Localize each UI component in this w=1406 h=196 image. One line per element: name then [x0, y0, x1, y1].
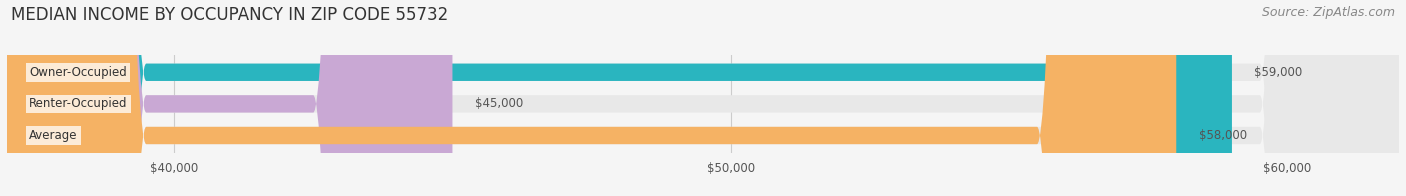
FancyBboxPatch shape [7, 0, 1232, 196]
FancyBboxPatch shape [7, 0, 1399, 196]
FancyBboxPatch shape [7, 0, 1177, 196]
Text: Owner-Occupied: Owner-Occupied [30, 66, 127, 79]
Text: Average: Average [30, 129, 77, 142]
Text: Source: ZipAtlas.com: Source: ZipAtlas.com [1261, 6, 1395, 19]
Text: $45,000: $45,000 [475, 97, 523, 110]
FancyBboxPatch shape [7, 0, 453, 196]
Text: $58,000: $58,000 [1198, 129, 1247, 142]
Text: MEDIAN INCOME BY OCCUPANCY IN ZIP CODE 55732: MEDIAN INCOME BY OCCUPANCY IN ZIP CODE 5… [11, 6, 449, 24]
FancyBboxPatch shape [7, 0, 1399, 196]
Text: $59,000: $59,000 [1254, 66, 1302, 79]
Text: Renter-Occupied: Renter-Occupied [30, 97, 128, 110]
FancyBboxPatch shape [7, 0, 1399, 196]
